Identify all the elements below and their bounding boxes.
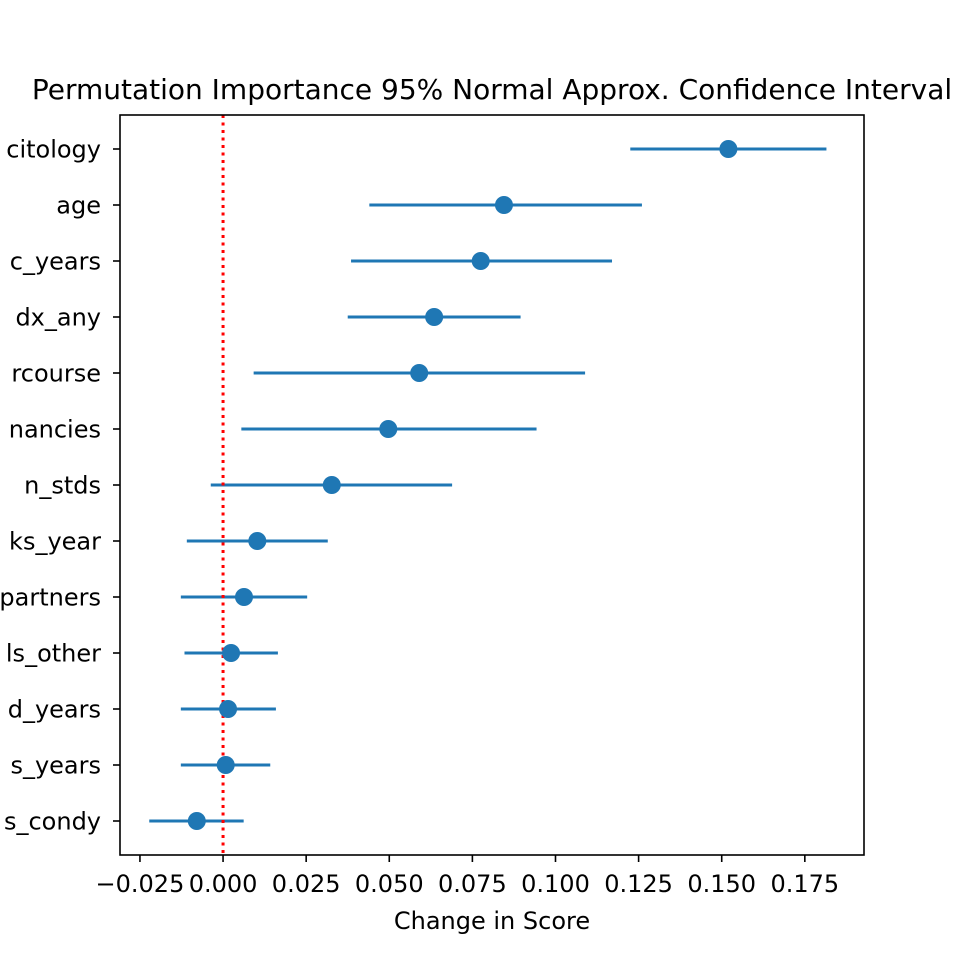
y-tick-label: dx_any	[15, 304, 101, 332]
x-axis-ticks: −0.025 0.000 0.025 0.050 0.075 0.100 0.125 0.15…	[96, 855, 839, 898]
x-tick-label: 0.025	[272, 870, 341, 898]
data-point	[379, 420, 398, 438]
x-tick-label: 0.000	[189, 870, 258, 898]
data-point	[248, 532, 267, 550]
y-tick-label: d_years	[8, 696, 101, 724]
y-tick-label: nancies	[9, 416, 101, 444]
data-point	[219, 700, 238, 718]
x-tick-label: 0.175	[770, 870, 839, 898]
data-point	[494, 196, 513, 214]
data-point	[222, 644, 241, 662]
data-point	[425, 308, 444, 326]
chart-title: Permutation Importance 95% Normal Approx…	[32, 73, 952, 106]
y-tick-label: ls_other	[6, 640, 101, 668]
data-point	[410, 364, 429, 382]
y-tick-label: s_condy	[4, 808, 101, 836]
y-tick-label: c_years	[10, 248, 101, 276]
x-tick-label: 0.075	[438, 870, 507, 898]
x-tick-label: 0.100	[521, 870, 590, 898]
data-point	[187, 812, 206, 830]
y-tick-label: s_years	[10, 752, 101, 780]
data-point	[322, 476, 341, 494]
data-point	[471, 252, 490, 270]
y-tick-label: n_stds	[24, 472, 101, 500]
x-tick-label: −0.025	[96, 870, 185, 898]
data-point	[719, 140, 738, 158]
y-tick-label: citology	[6, 136, 101, 164]
y-tick-label: partners	[0, 584, 101, 612]
plot-content	[149, 115, 827, 855]
x-tick-label: 0.050	[355, 870, 424, 898]
y-tick-label: ks_year	[9, 528, 101, 556]
data-point	[235, 588, 253, 606]
x-tick-label: 0.150	[687, 870, 756, 898]
x-tick-label: 0.125	[604, 870, 673, 898]
data-point	[216, 756, 235, 774]
x-axis-label: Change in Score	[394, 907, 590, 935]
y-tick-label: age	[56, 192, 101, 220]
y-tick-label: rcourse	[11, 360, 101, 388]
